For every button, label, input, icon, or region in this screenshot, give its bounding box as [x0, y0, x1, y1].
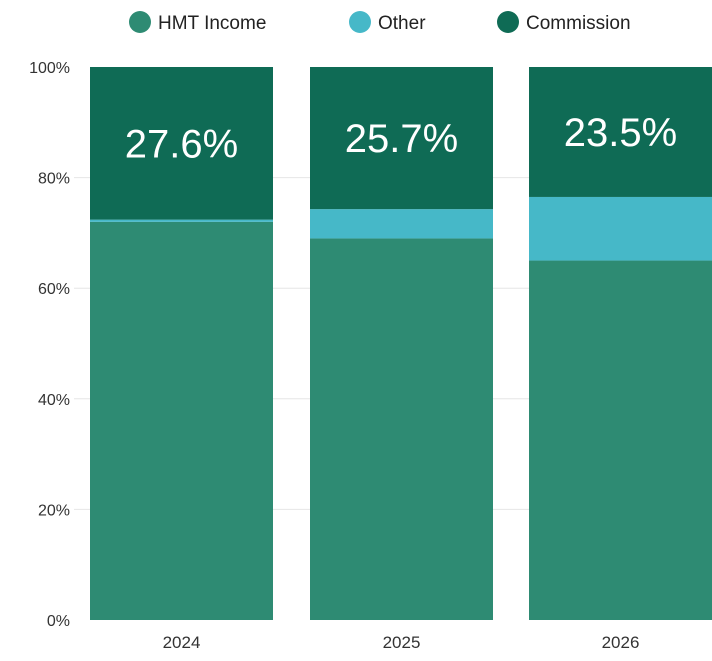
- bar-other: [529, 196, 712, 261]
- bar-other: [310, 209, 493, 239]
- legend-marker: [349, 11, 371, 33]
- bar-commission: [310, 67, 493, 210]
- x-tick-label: 2024: [163, 633, 201, 652]
- data-label: 23.5%: [564, 111, 677, 155]
- x-tick-label: 2025: [383, 633, 421, 652]
- legend-label: HMT Income: [158, 13, 266, 34]
- bar-hmt-income: [529, 260, 712, 620]
- legend-marker: [129, 11, 151, 33]
- data-label: 27.6%: [125, 122, 238, 166]
- bar-hmt-income: [310, 238, 493, 620]
- bar-commission: [529, 67, 712, 197]
- y-tick-label: 80%: [38, 171, 70, 188]
- data-label: 25.7%: [345, 117, 458, 161]
- legend-label: Other: [378, 13, 426, 34]
- legend-marker: [497, 11, 519, 33]
- x-tick-label: 2026: [602, 633, 640, 652]
- bar-commission: [90, 67, 273, 220]
- y-tick-label: 40%: [38, 392, 70, 409]
- bar-hmt-income: [90, 221, 273, 620]
- bar-other: [90, 219, 273, 222]
- y-tick-label: 0%: [47, 613, 70, 630]
- y-tick-label: 20%: [38, 502, 70, 519]
- y-tick-label: 60%: [38, 281, 70, 298]
- y-tick-label: 100%: [29, 60, 70, 77]
- legend-label: Commission: [526, 13, 631, 34]
